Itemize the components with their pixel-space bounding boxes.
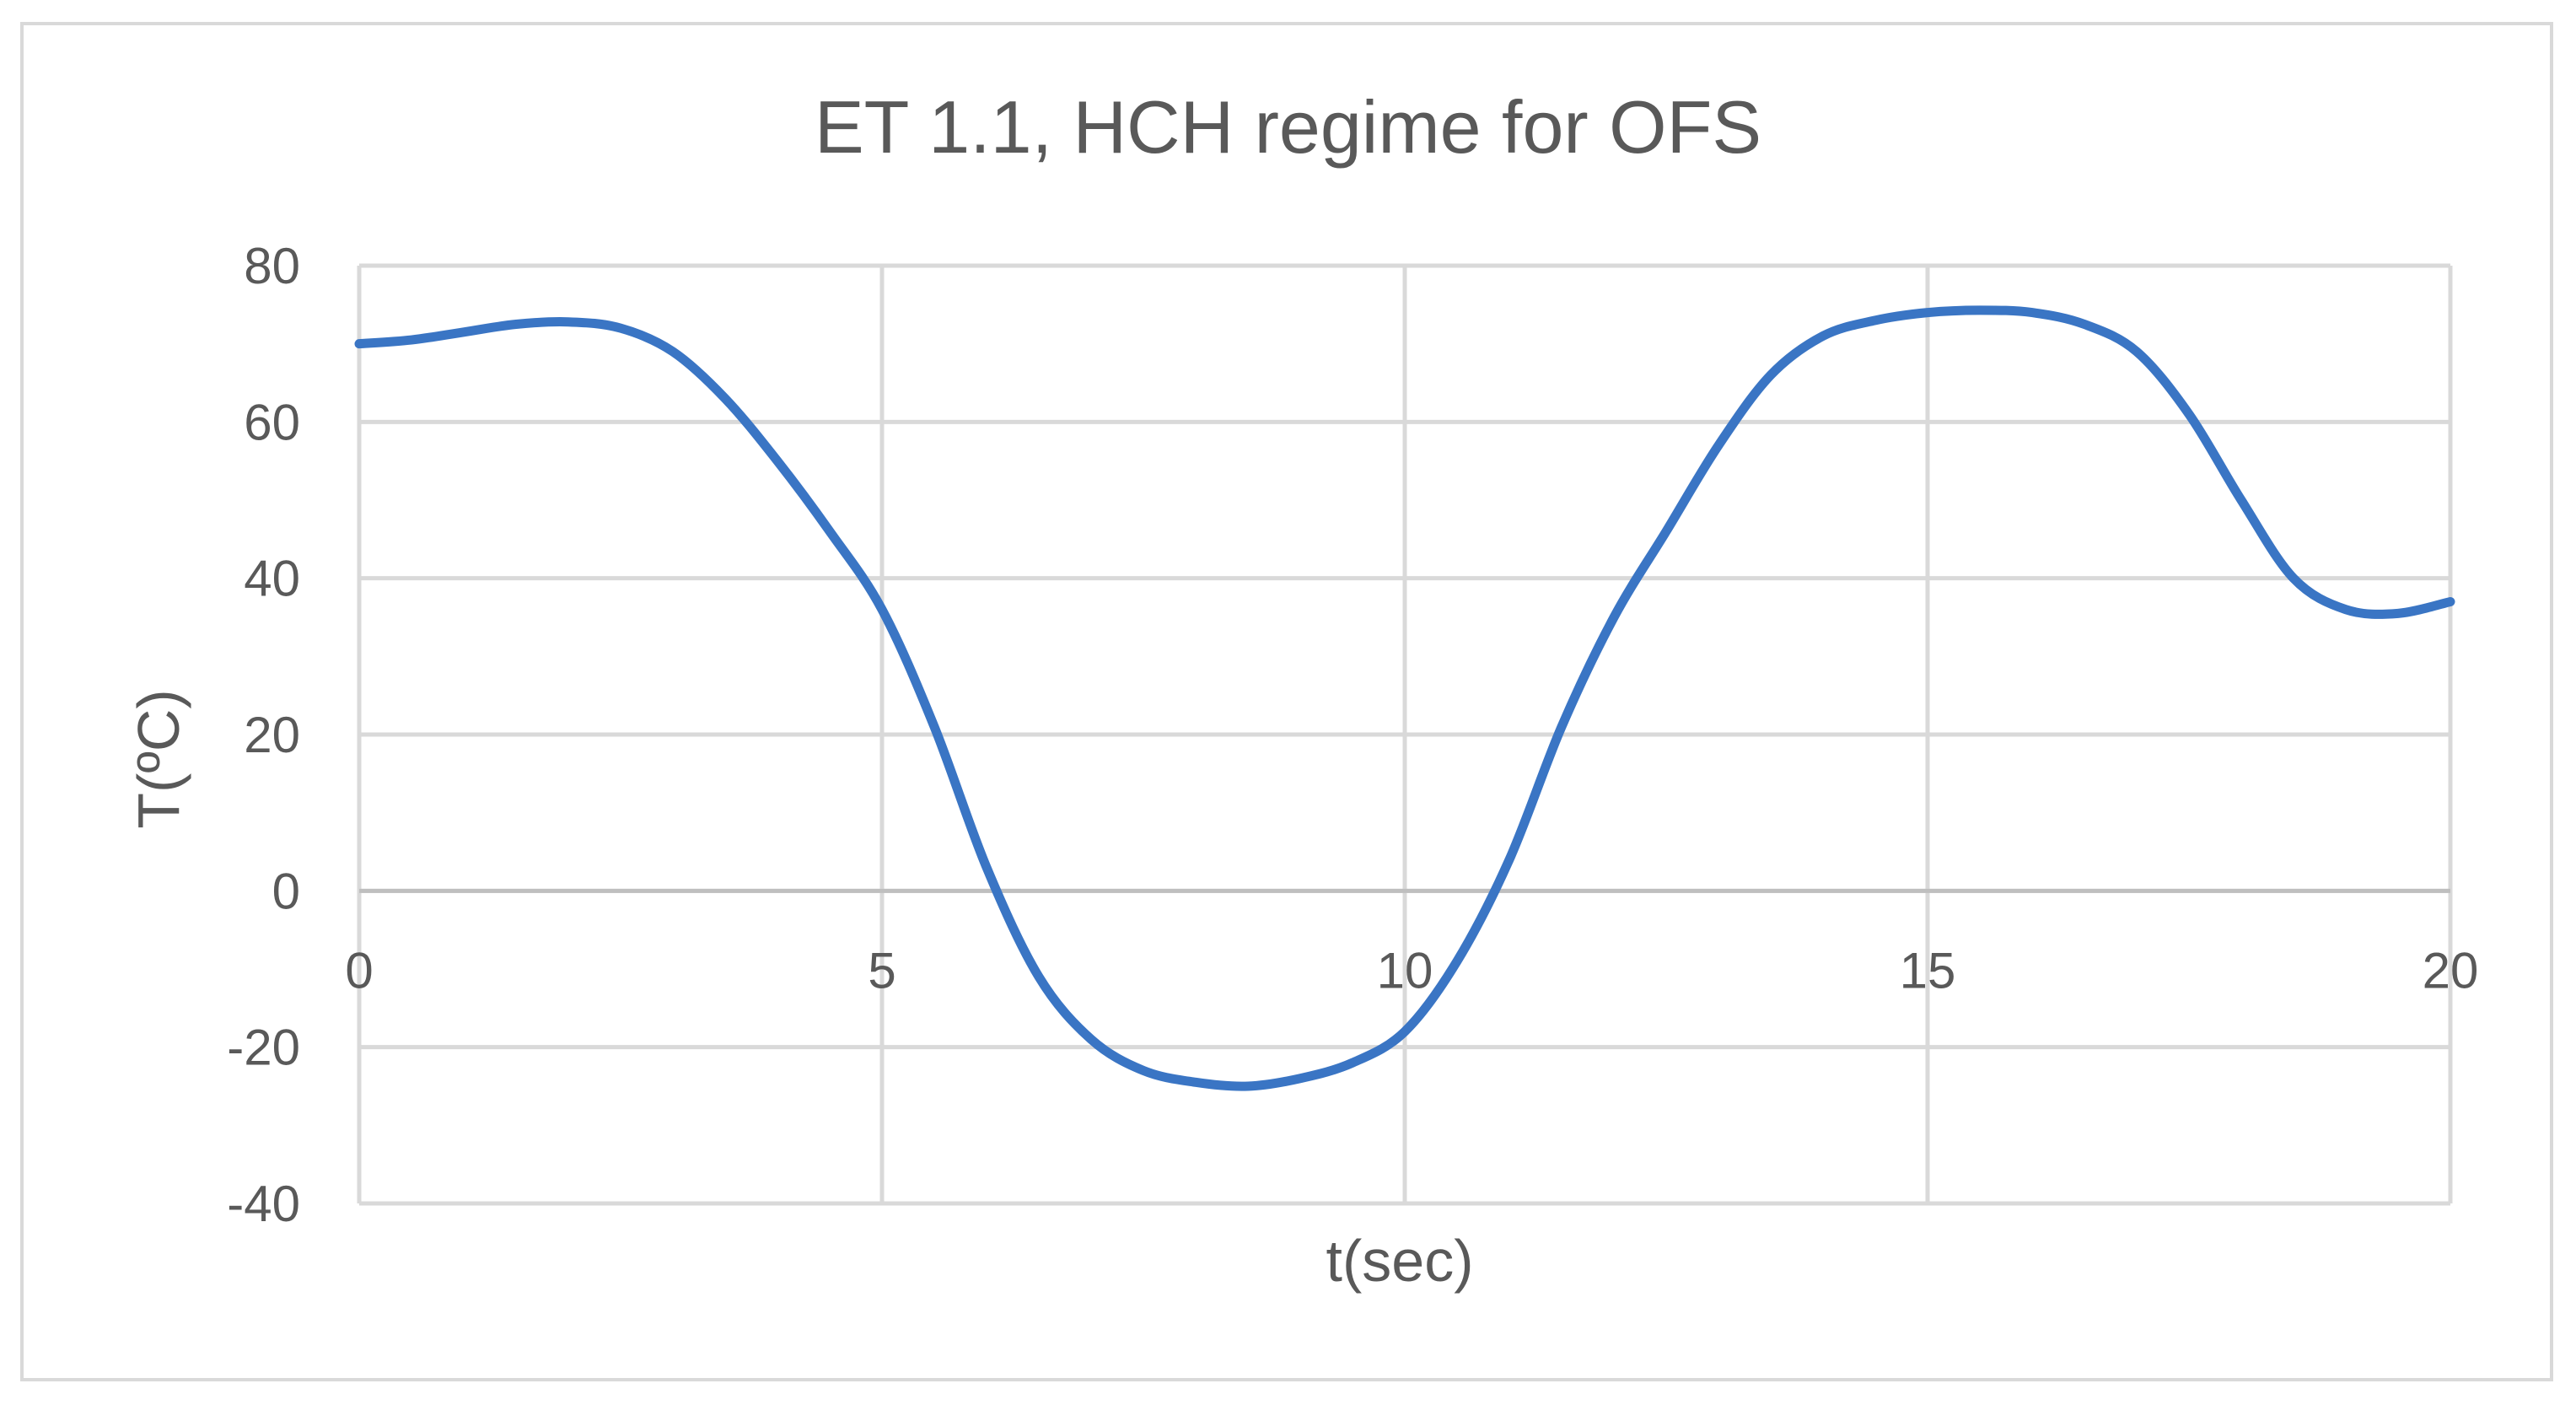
x-tick-label: 10: [1377, 942, 1433, 999]
x-tick-label: 0: [345, 942, 373, 999]
y-tick-label: 20: [244, 707, 300, 763]
y-tick-label: -20: [227, 1020, 300, 1076]
x-tick-label: 15: [1900, 942, 1956, 999]
y-tick-label: 60: [244, 394, 300, 450]
y-tick-label: 80: [244, 238, 300, 294]
chart-title: ET 1.1, HCH regime for OFS: [814, 85, 1762, 169]
y-tick-label: 40: [244, 551, 300, 607]
y-tick-label: -40: [227, 1176, 300, 1232]
y-tick-label: 0: [272, 863, 300, 919]
series-line: [354, 305, 2455, 1091]
x-tick-label: 5: [868, 942, 895, 999]
chart-frame: [20, 22, 2553, 1381]
x-tick-label: 20: [2423, 942, 2479, 999]
x-axis-label: t(sec): [1326, 1228, 1474, 1294]
